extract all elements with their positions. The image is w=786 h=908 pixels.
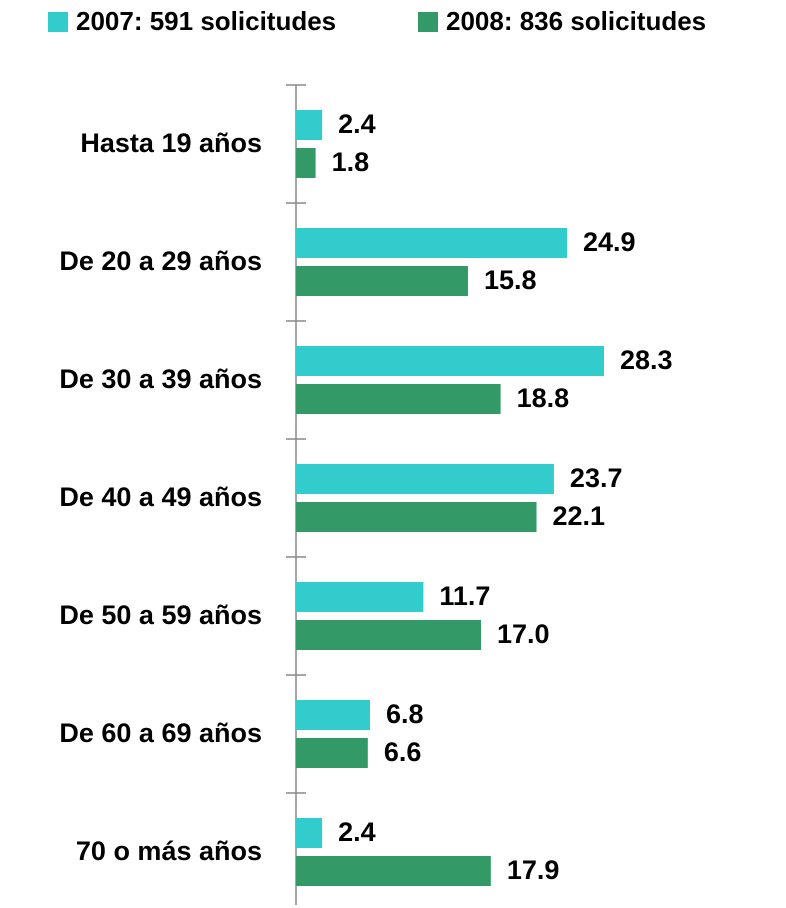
data-label: 24.9 bbox=[583, 227, 636, 257]
bar bbox=[296, 346, 604, 376]
data-label: 28.3 bbox=[620, 345, 673, 375]
y-tick-label: 70 o más años bbox=[76, 836, 262, 866]
bar bbox=[296, 502, 537, 532]
bar bbox=[296, 464, 554, 494]
bar bbox=[296, 148, 316, 178]
bar bbox=[296, 856, 491, 886]
bar bbox=[296, 620, 482, 650]
data-label: 23.7 bbox=[570, 463, 623, 493]
data-label: 18.8 bbox=[517, 383, 570, 413]
bar bbox=[296, 818, 323, 848]
legend-label: 2007: 591 solicitudes bbox=[76, 6, 336, 36]
bar bbox=[296, 228, 567, 258]
y-tick-label: Hasta 19 años bbox=[80, 128, 262, 158]
bar bbox=[296, 266, 468, 296]
legend-label: 2008: 836 solicitudes bbox=[446, 6, 706, 36]
data-label: 17.9 bbox=[507, 855, 560, 885]
legend-swatch bbox=[418, 12, 438, 32]
y-tick-label: De 30 a 39 años bbox=[59, 364, 262, 394]
legend-swatch bbox=[48, 12, 68, 32]
data-label: 22.1 bbox=[553, 501, 606, 531]
data-label: 11.7 bbox=[439, 581, 490, 611]
data-label: 6.8 bbox=[386, 699, 424, 729]
data-label: 6.6 bbox=[384, 737, 422, 767]
bar bbox=[296, 110, 323, 140]
y-tick-label: De 50 a 59 años bbox=[59, 600, 262, 630]
bar bbox=[296, 700, 371, 730]
data-label: 1.8 bbox=[332, 147, 370, 177]
bar bbox=[296, 738, 368, 768]
data-label: 2.4 bbox=[338, 817, 376, 847]
y-tick-label: De 20 a 29 años bbox=[59, 246, 262, 276]
bar bbox=[296, 384, 501, 414]
y-tick-label: De 60 a 69 años bbox=[59, 718, 262, 748]
data-label: 15.8 bbox=[484, 265, 537, 295]
y-tick-label: De 40 a 49 años bbox=[59, 482, 262, 512]
data-label: 2.4 bbox=[338, 109, 376, 139]
data-label: 17.0 bbox=[497, 619, 550, 649]
bar bbox=[296, 582, 424, 612]
